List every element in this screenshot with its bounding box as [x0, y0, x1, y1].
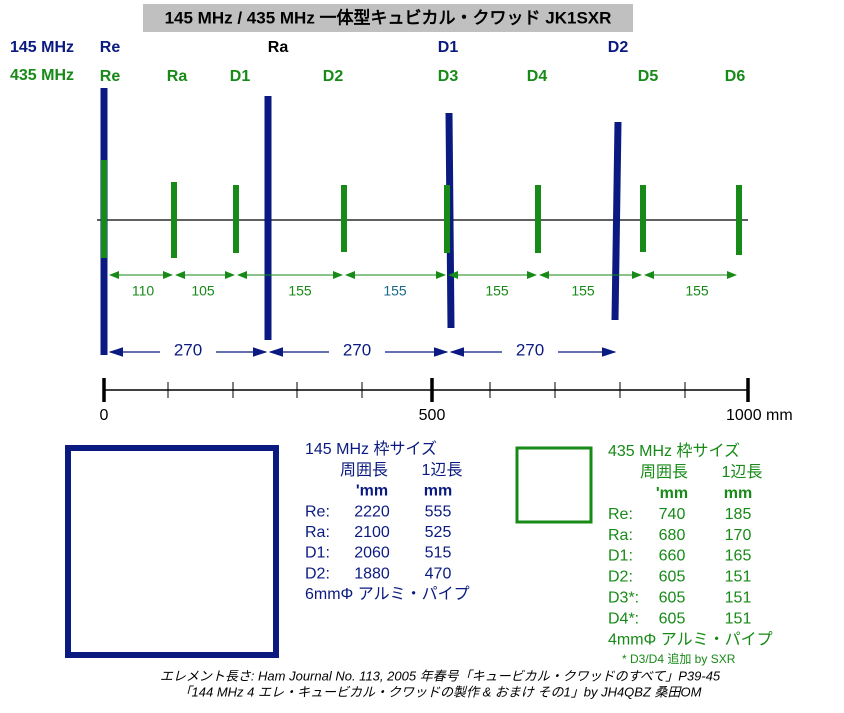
table-cell: 185: [725, 506, 752, 523]
table-cell: 680: [659, 527, 686, 544]
table-cell: 165: [725, 548, 752, 565]
table-cell: D4*:: [608, 610, 639, 627]
table-title: 435 MHz 枠サイズ: [608, 442, 740, 460]
table-cell: Ra:: [608, 527, 633, 544]
title-box: [143, 4, 633, 32]
element-label: D6: [725, 68, 746, 85]
band-label: 145 MHz: [10, 39, 74, 56]
scale-label: 500: [419, 407, 446, 424]
element-label: D1: [438, 39, 459, 56]
table-header: 周囲長: [640, 463, 688, 481]
element-label: D5: [638, 68, 659, 85]
table-cell: 740: [659, 506, 686, 523]
table-header: 1辺長: [422, 461, 463, 479]
spacing-label: 155: [485, 283, 509, 299]
scale-label: 1000 mm: [726, 407, 793, 424]
spacing-label: 155: [383, 283, 407, 299]
table-cell: D3*:: [608, 590, 639, 607]
spacing-label: 270: [516, 340, 544, 359]
table-header: mm: [424, 483, 452, 500]
table-cell: 525: [425, 524, 452, 541]
element-label: Ra: [167, 68, 188, 85]
spacing-label: 155: [571, 283, 595, 299]
table-cell: 2060: [354, 545, 390, 562]
spacing-label: 270: [343, 340, 371, 359]
element-label: Re: [100, 68, 121, 85]
table-cell: 470: [425, 565, 452, 582]
table-cell: 605: [659, 610, 686, 627]
table-cell: Re:: [305, 503, 330, 520]
spacing-label: 155: [288, 283, 312, 299]
table-header: 'mm: [656, 485, 688, 502]
element-label: D2: [323, 68, 344, 85]
table-cell: D2:: [608, 569, 633, 586]
table-cell: 555: [425, 503, 452, 520]
table-cell: 151: [725, 569, 752, 586]
element-label: D3: [438, 68, 459, 85]
table-cell: Ra:: [305, 524, 330, 541]
table-cell: D1:: [305, 545, 330, 562]
loop-435: [515, 446, 593, 524]
table-note: 6mmΦ アルミ・パイプ: [305, 585, 470, 603]
element-145: [611, 121, 622, 321]
spacing-label: 105: [191, 283, 215, 299]
table-cell: D2:: [305, 565, 330, 582]
element-label: D4: [527, 68, 548, 85]
table-cell: 515: [425, 545, 452, 562]
title: 145 MHz / 435 MHz 一体型キュビカル・クワッド JK1SXR: [165, 7, 612, 27]
table-cell: 2220: [354, 503, 390, 520]
table-header: mm: [724, 485, 752, 502]
footnote: * D3/D4 追加 by SXR: [622, 651, 736, 666]
table-cell: 605: [659, 569, 686, 586]
table-cell: 660: [659, 548, 686, 565]
table-title: 145 MHz 枠サイズ: [305, 440, 437, 458]
table-cell: 170: [725, 527, 752, 544]
content: 145 MHz 435 MHz Re Ra D1 D2 Re Ra D1 D2 D3 D4 D5 D6 11…: [10, 39, 793, 699]
table-header: 1辺長: [722, 463, 763, 481]
table-cell: 2100: [354, 524, 390, 541]
spacing-label: 270: [174, 340, 202, 359]
element-label: Re: [100, 39, 121, 56]
footer: 「144 MHz 4 エレ・キュービカル・クワッドの製作 & おまけ その1」b…: [179, 684, 702, 699]
table-cell: 605: [659, 590, 686, 607]
element-label: D1: [230, 68, 251, 85]
table-cell: Re:: [608, 506, 633, 523]
spacing-label: 110: [132, 283, 155, 299]
band-label: 435 MHz: [10, 67, 74, 84]
table-note: 4mmΦ アルミ・パイプ: [608, 630, 773, 648]
element-label: Ra: [268, 39, 289, 56]
table-header: 'mm: [356, 483, 388, 500]
table-cell: D1:: [608, 548, 633, 565]
spacing-label: 155: [685, 283, 709, 299]
table-cell: 1880: [354, 565, 390, 582]
scale-label: 0: [100, 407, 109, 424]
table-cell: 151: [725, 590, 752, 607]
footer: エレメント長さ: Ham Journal No. 113, 2005 年春号「キ…: [160, 668, 721, 683]
element-label: D2: [608, 39, 629, 56]
loop-145: [65, 445, 279, 658]
table-cell: 151: [725, 610, 752, 627]
table-header: 周囲長: [340, 461, 388, 479]
